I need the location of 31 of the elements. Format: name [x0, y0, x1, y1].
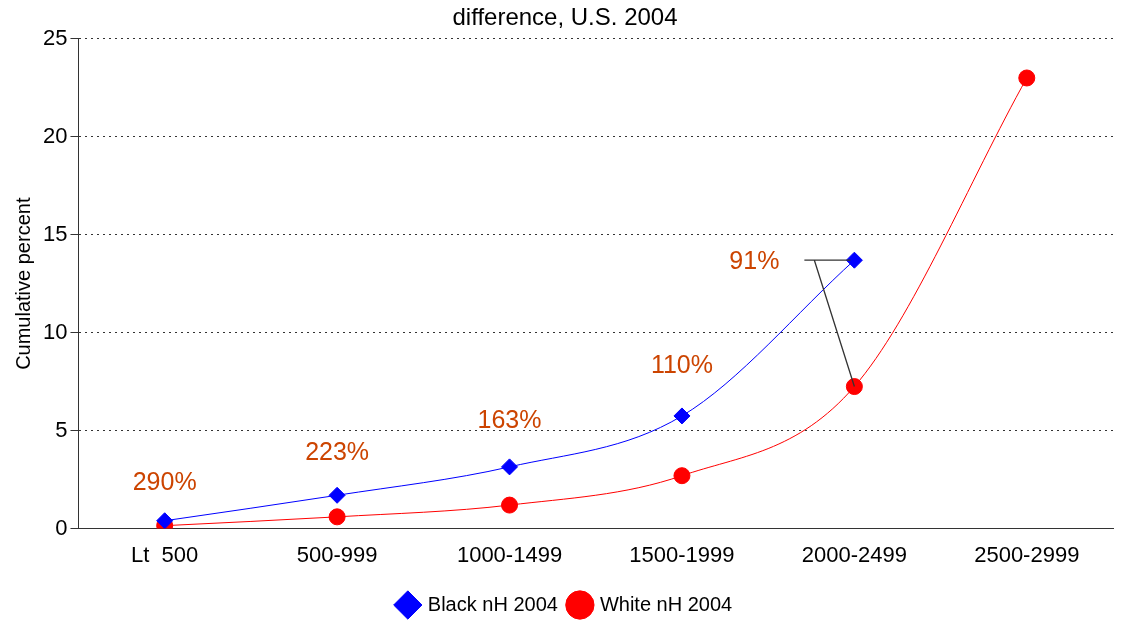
- annotation: 163%: [477, 404, 542, 433]
- point: [1018, 69, 1036, 87]
- x-tick-label: 1500-1999: [629, 541, 735, 567]
- point: [328, 486, 346, 504]
- annotation: 290%: [132, 466, 197, 495]
- point: [845, 251, 863, 269]
- x-tick-label: 500-999: [296, 541, 378, 567]
- y-tick-label: 0: [55, 514, 68, 540]
- y-axis-title: Cumulative percent: [11, 197, 34, 370]
- legend-label: White nH 2004: [599, 592, 733, 615]
- x-tick-label: Lt 500: [131, 541, 199, 567]
- annotation: 91%: [729, 246, 780, 275]
- y-tick-label: 5: [55, 416, 68, 442]
- y-tick-label: 10: [42, 318, 68, 344]
- chart-title: difference, U.S. 2004: [452, 3, 678, 31]
- point: [501, 496, 519, 514]
- x-tick-label: 2500-2999: [974, 541, 1080, 567]
- annotation: 110%: [650, 349, 713, 378]
- point: [328, 508, 346, 526]
- point: [673, 467, 691, 485]
- x-tick-label: 1000-1499: [456, 541, 563, 567]
- y-tick-label: 25: [42, 24, 68, 50]
- point: [673, 407, 691, 425]
- x-tick-label: 2000-2499: [801, 541, 907, 567]
- point: [501, 458, 519, 476]
- y-tick-label: 20: [42, 122, 68, 148]
- annotation: 223%: [305, 437, 370, 466]
- y-tick-label: 15: [42, 220, 68, 246]
- point: [156, 512, 174, 529]
- point: [845, 378, 863, 396]
- legend-label: Black nH 2004: [427, 592, 558, 615]
